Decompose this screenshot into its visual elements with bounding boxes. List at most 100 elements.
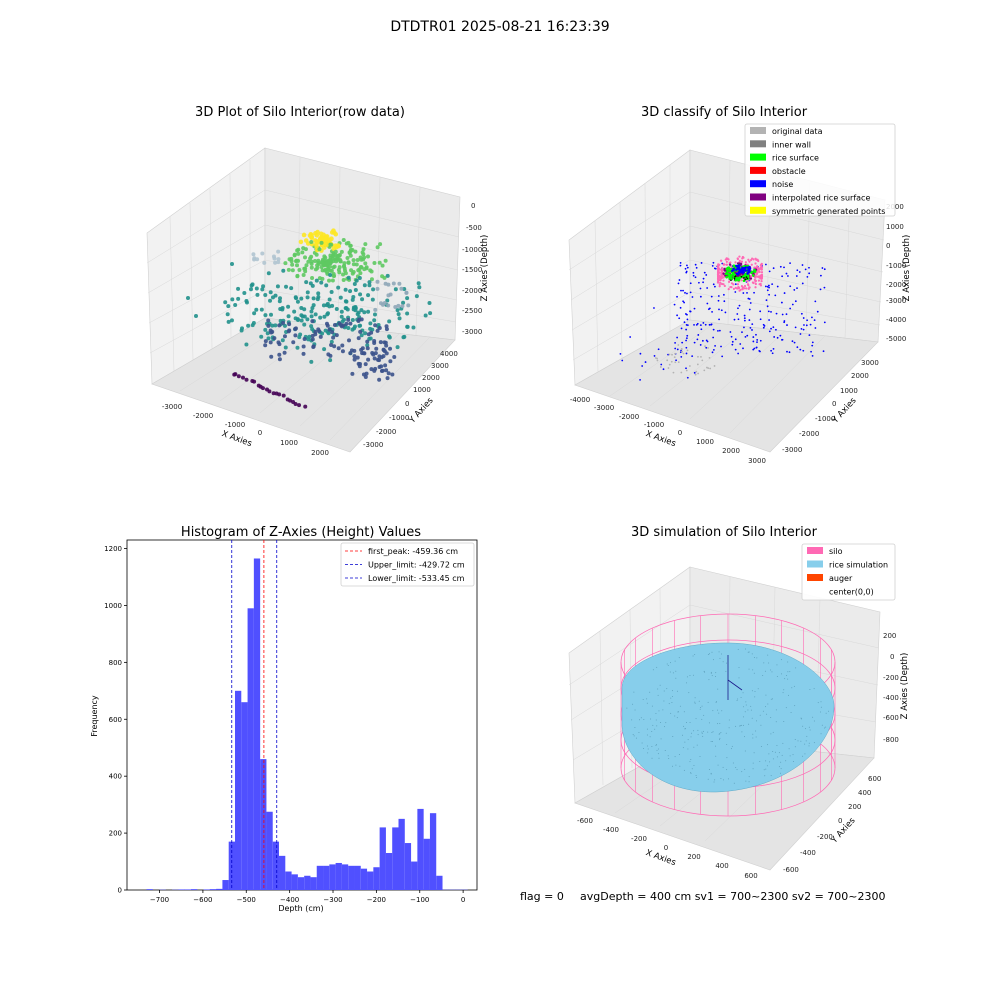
rice-mesh-point: [763, 769, 765, 771]
classify-point: [732, 287, 736, 290]
classify-z-tick: 0: [886, 242, 890, 250]
classify-point: [789, 307, 792, 310]
rice-mesh-point: [670, 662, 672, 664]
raw-point: [303, 255, 308, 260]
classify-point: [712, 261, 715, 264]
classify-point: [670, 360, 673, 363]
rice-mesh-point: [778, 766, 780, 768]
rice-mesh-point: [657, 753, 659, 755]
rice-mesh-point: [791, 687, 793, 689]
rice-mesh-point: [710, 740, 712, 742]
rice-mesh-point: [740, 697, 742, 699]
raw-point: [340, 343, 345, 348]
classify-point: [685, 328, 688, 331]
classify-point: [731, 340, 734, 343]
classify-point: [722, 263, 726, 266]
classify-point: [741, 288, 744, 291]
classify-point: [738, 304, 741, 307]
classify-point: [732, 283, 735, 286]
raw-point: [369, 277, 374, 282]
raw-point: [392, 355, 397, 360]
rice-mesh-point: [787, 671, 789, 673]
raw-point: [332, 264, 337, 269]
sim-drawing: [620, 613, 836, 817]
classify-legend-entry: original data: [750, 127, 823, 136]
raw-point: [342, 261, 347, 266]
classify-point: [706, 287, 709, 289]
raw-point: [310, 319, 315, 324]
classify-point: [730, 279, 732, 282]
raw-point: [321, 303, 326, 308]
rice-mesh-point: [702, 730, 704, 732]
rice-mesh-point: [694, 653, 696, 655]
raw-point: [251, 252, 256, 257]
classify-point: [697, 372, 700, 375]
rice-mesh-point: [741, 731, 743, 733]
classify-point: [757, 267, 760, 270]
hist-bar: [247, 608, 254, 890]
raw-point: [314, 278, 319, 283]
classify-point: [691, 296, 694, 298]
classify-point: [760, 274, 763, 277]
rice-mesh-point: [712, 731, 714, 733]
raw-point: [275, 284, 280, 289]
classify-point: [770, 310, 772, 313]
raw-point: [341, 278, 346, 283]
classify-point: [696, 322, 699, 325]
classify-point: [693, 341, 696, 344]
classify-point: [798, 271, 801, 273]
raw-point: [351, 262, 356, 267]
hist-y-tick-label: 1000: [104, 602, 122, 610]
hist-y-label: Frequency: [90, 695, 99, 737]
raw-point: [358, 362, 363, 367]
rice-mesh-point: [794, 739, 796, 741]
raw-point: [330, 278, 335, 283]
classify-point: [738, 289, 741, 292]
rice-mesh-point: [748, 781, 750, 783]
raw-point: [244, 342, 249, 347]
sim-z-tick: -400: [883, 694, 899, 702]
raw-z-tick: -1000: [462, 246, 482, 254]
classify-point: [726, 266, 730, 270]
rice-mesh-point: [657, 748, 659, 750]
classify-point: [737, 285, 740, 289]
classify-point: [796, 287, 798, 289]
rice-mesh-point: [772, 731, 774, 733]
raw-point: [268, 290, 273, 295]
rice-mesh-point: [760, 746, 762, 748]
raw-point: [286, 314, 291, 319]
rice-mesh-point: [753, 752, 755, 754]
classify-point: [711, 351, 714, 354]
rice-mesh-point: [699, 755, 701, 757]
rice-mesh-point: [801, 718, 803, 720]
raw-point: [352, 357, 357, 362]
raw-point: [282, 334, 287, 339]
raw-point: [380, 302, 385, 307]
sim-x-tick: 600: [744, 872, 757, 880]
rice-mesh-point: [820, 733, 822, 735]
raw-point: [271, 254, 276, 259]
rice-mesh-point: [770, 698, 772, 700]
raw-point: [343, 287, 348, 292]
classify-point: [734, 278, 738, 282]
classify-point: [759, 284, 763, 287]
raw-point: [272, 336, 277, 341]
classify-point: [791, 303, 794, 306]
classify-point: [680, 289, 682, 292]
rice-mesh-point: [654, 728, 656, 730]
raw-point: [266, 318, 271, 323]
classify-point: [674, 347, 677, 350]
classify-y-tick: -3000: [782, 446, 802, 454]
raw-x-ticks: -3000 -2000 -1000 0 1000 2000: [162, 403, 329, 457]
raw-point: [252, 256, 257, 261]
classify-point: [737, 352, 740, 355]
raw-point: [277, 352, 282, 357]
classify-point: [701, 359, 704, 362]
hist-bar: [360, 868, 368, 890]
classify-point: [686, 318, 689, 321]
classify-grid-lines: [568, 159, 885, 434]
raw-point: [352, 282, 357, 287]
raw-point: [353, 306, 358, 311]
classify-point: [770, 327, 772, 330]
raw-point: [402, 334, 407, 339]
